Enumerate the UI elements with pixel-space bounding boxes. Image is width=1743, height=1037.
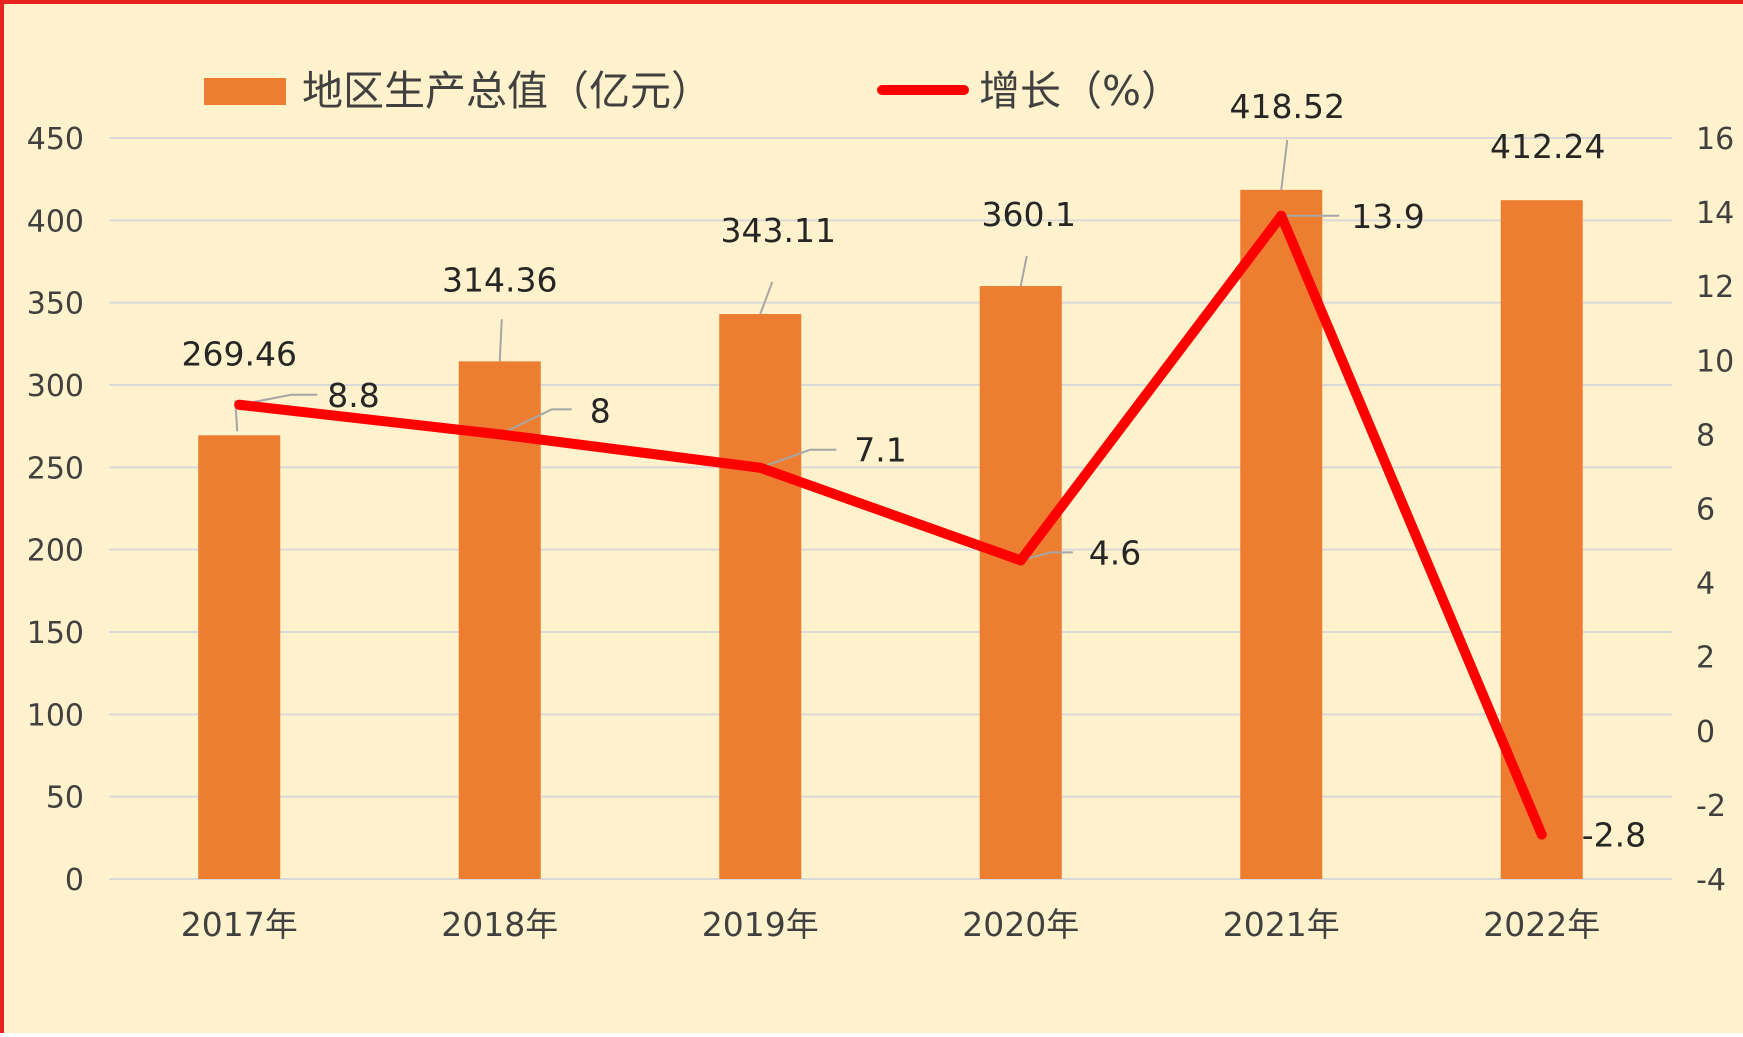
growth-value-label: 4.6 [1089, 533, 1141, 572]
leader-lines [234, 139, 1340, 562]
gridlines [109, 137, 1672, 880]
line-series [234, 210, 1547, 840]
x-axis: 2017年 2018年 2019年 2020年 2021年 2022年 [181, 905, 1600, 944]
x-tick-label: 2017年 [181, 905, 298, 944]
x-tick-label: 2019年 [702, 905, 819, 944]
legend-line-label: 增长（%） [979, 67, 1182, 115]
growth-point [1536, 829, 1547, 840]
right-y-tick-label: 8 [1696, 418, 1715, 453]
bar-label-leader [498, 319, 503, 362]
bar [1240, 189, 1323, 880]
right-y-tick-label: -4 [1696, 863, 1726, 898]
left-y-tick-label: 350 [27, 287, 84, 322]
left-y-tick-label: 450 [27, 122, 84, 157]
left-y-tick-label: 400 [27, 204, 84, 239]
line-label-leader [759, 448, 837, 469]
x-tick-label: 2022年 [1483, 905, 1600, 944]
growth-point [755, 462, 766, 473]
left-y-tick-label: 0 [65, 863, 84, 898]
left-y-axis: 0 50 100 150 200 250 300 350 400 450 [27, 122, 84, 898]
x-tick-label: 2020年 [962, 905, 1079, 944]
x-tick-label: 2018年 [441, 905, 558, 944]
growth-value-label: 7.1 [854, 431, 906, 470]
growth-value-label: -2.8 [1582, 816, 1646, 855]
right-y-tick-label: 2 [1696, 641, 1715, 676]
data-labels: 269.46 314.36 343.11 360.1 418.52 412.24 8.8 8 7… [182, 87, 1647, 855]
bar-series [198, 189, 1583, 880]
x-tick-label: 2021年 [1223, 905, 1340, 944]
bar-label-leader [1019, 255, 1028, 287]
combo-chart: 0 50 100 150 200 250 300 350 400 450 -4 -2 0 2 4 6 8 10 1… [27, 67, 1734, 944]
bar-value-label: 314.36 [442, 260, 557, 299]
bar-label-leader [759, 281, 774, 315]
bar-value-label: 418.52 [1230, 87, 1345, 126]
bar [458, 361, 541, 879]
bar [719, 314, 802, 879]
growth-point [234, 399, 245, 410]
right-y-axis: -4 -2 0 2 4 6 8 10 12 14 16 [1696, 122, 1734, 898]
bar-value-label: 360.1 [982, 195, 1076, 234]
growth-value-label: 13.9 [1351, 197, 1424, 236]
bar-label-leader [1280, 139, 1289, 190]
left-y-tick-label: 50 [46, 781, 84, 816]
legend: 地区生产总值（亿元） 增长（%） [204, 67, 1182, 115]
left-y-tick-label: 250 [27, 451, 84, 486]
right-y-tick-label: 14 [1696, 196, 1734, 231]
right-y-tick-label: 4 [1696, 567, 1715, 602]
growth-point [494, 429, 505, 440]
right-y-tick-label: 6 [1696, 493, 1715, 528]
left-y-tick-label: 150 [27, 616, 84, 651]
bar-value-label: 412.24 [1490, 127, 1605, 166]
growth-line [234, 210, 1547, 840]
bar [198, 435, 281, 879]
left-y-tick-label: 300 [27, 369, 84, 404]
growth-value-label: 8.8 [327, 376, 379, 415]
line-label-leader [1020, 551, 1073, 562]
right-y-tick-label: -2 [1696, 789, 1726, 824]
left-y-tick-label: 100 [27, 698, 84, 733]
growth-value-label: 8 [590, 391, 611, 430]
legend-bar-swatch [204, 78, 286, 105]
right-y-tick-label: 10 [1696, 344, 1734, 379]
right-y-tick-label: 0 [1696, 715, 1715, 750]
bar [979, 286, 1062, 879]
growth-point [1015, 555, 1026, 566]
right-y-tick-label: 16 [1696, 122, 1734, 157]
bar-value-label: 343.11 [721, 211, 836, 250]
right-y-tick-label: 12 [1696, 270, 1734, 305]
bar-value-label: 269.46 [182, 334, 297, 373]
line-label-leader [499, 408, 572, 436]
line-label-leader [239, 393, 318, 406]
growth-point [1276, 210, 1287, 221]
left-y-tick-label: 200 [27, 534, 84, 569]
legend-bar-label: 地区生产总值（亿元） [302, 67, 712, 115]
